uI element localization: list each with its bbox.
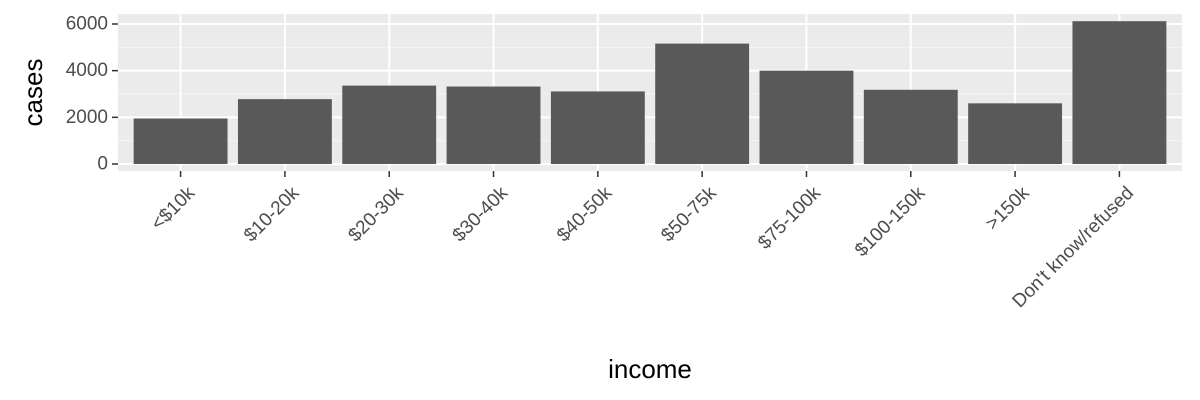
bar: [237, 99, 332, 164]
x-tick-label: $50-75k: [657, 182, 721, 246]
x-tick-label: >150k: [982, 182, 1034, 234]
y-tick-label: 6000: [66, 14, 108, 35]
bar: [342, 85, 437, 164]
y-tick-label: 0: [97, 154, 108, 175]
bar: [133, 118, 228, 164]
x-axis-title: income: [608, 354, 692, 384]
bar: [655, 43, 750, 164]
bar: [863, 89, 958, 164]
bar: [759, 70, 854, 164]
y-tick-label: 2000: [66, 107, 108, 128]
x-tick-label: <$10k: [147, 182, 199, 234]
bar: [1072, 21, 1167, 165]
x-tick-label: $30-40k: [449, 182, 513, 246]
x-tick-label: $75-100k: [754, 182, 825, 253]
x-axis: <$10k $10-20k $20-30k $30-40k $40-50k $50-75k…: [147, 171, 1138, 312]
y-tick-label: 4000: [66, 60, 108, 81]
x-tick-label: $100-150k: [851, 182, 930, 261]
y-axis-title: cases: [18, 59, 48, 127]
x-tick-label: $20-30k: [344, 182, 408, 246]
bar: [446, 86, 541, 164]
x-tick-label: $40-50k: [553, 182, 617, 246]
bars-group: [133, 21, 1167, 165]
y-axis: 0 2000 4000 6000: [66, 14, 118, 175]
bar: [968, 103, 1063, 164]
bar: [550, 91, 645, 164]
x-tick-label: $10-20k: [240, 182, 304, 246]
